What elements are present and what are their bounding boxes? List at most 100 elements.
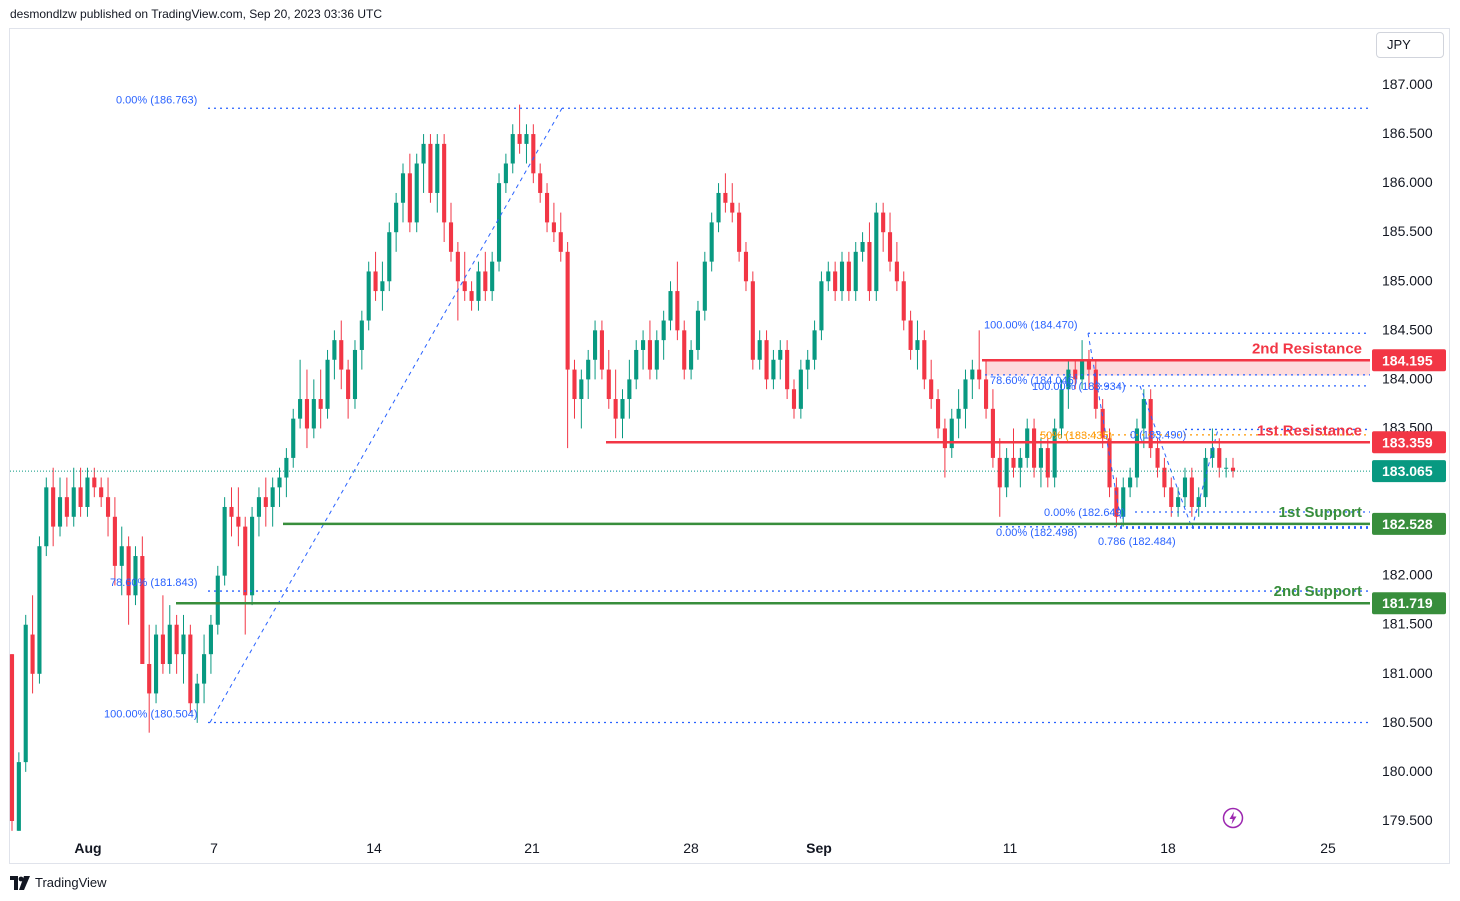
candle-body: [990, 408, 995, 458]
candle-body: [30, 634, 35, 674]
candle-body: [9, 654, 15, 821]
support-name-label: 1st Support: [1279, 504, 1362, 521]
candle-body: [92, 477, 97, 488]
candle-body: [668, 291, 673, 321]
candle-body: [627, 379, 632, 400]
candle-body: [887, 232, 893, 262]
fib-label: 100.00% (183.934): [1032, 381, 1126, 393]
candle-body: [188, 634, 193, 704]
candle-body: [1066, 369, 1071, 390]
candle-body: [208, 624, 213, 655]
y-tick-label: 184.500: [1382, 321, 1433, 337]
x-tick-label: 18: [1160, 840, 1176, 856]
candle-body: [1052, 428, 1057, 478]
candle-body: [119, 546, 124, 566]
y-tick-label: 186.000: [1382, 174, 1433, 190]
candle-body: [723, 192, 728, 203]
candle-body: [496, 183, 502, 262]
candle-body: [1162, 467, 1167, 488]
y-tick-label: 181.000: [1382, 665, 1433, 681]
footer-brand-text: TradingView: [35, 875, 107, 890]
candle-body: [346, 369, 351, 400]
candle-body: [949, 418, 954, 449]
candle-body: [1086, 359, 1092, 370]
candle-body: [394, 202, 399, 233]
candle-body: [874, 212, 879, 292]
candle-body: [661, 320, 666, 341]
candle-body: [785, 349, 790, 390]
candle-body: [654, 340, 659, 370]
candle-body: [284, 457, 289, 478]
candle-body: [277, 477, 282, 488]
candle-body: [153, 634, 159, 694]
candle-body: [1230, 467, 1236, 472]
fib-label: 78.60% (184.046): [990, 375, 1077, 387]
candle-body: [524, 134, 529, 144]
support-price-label: 182.528: [1382, 516, 1433, 532]
candle-body: [366, 271, 371, 321]
fib-label: 100.00% (180.504): [104, 708, 198, 720]
candle-body: [462, 281, 467, 292]
candle-body: [716, 192, 721, 223]
candle-body: [730, 202, 735, 213]
candle-body: [860, 242, 865, 252]
x-tick-label: 28: [683, 840, 699, 856]
candle-body: [942, 428, 947, 449]
candle-body: [1100, 408, 1105, 439]
resistance-zone: [985, 360, 1370, 376]
candle-body: [140, 556, 145, 664]
x-tick-label: 14: [366, 840, 382, 856]
fib-label: 0 (183.490): [1130, 429, 1186, 441]
candle-body: [572, 369, 577, 400]
candle-body: [476, 271, 481, 301]
candle-body: [737, 212, 742, 252]
candle-body: [846, 261, 851, 292]
candle-body: [538, 173, 543, 193]
candle-body: [771, 359, 776, 380]
candle-body: [250, 516, 255, 596]
candle-body: [1217, 448, 1222, 468]
candle-body: [126, 546, 131, 596]
lightning-icon[interactable]: [1222, 807, 1244, 829]
candle-body: [929, 379, 934, 400]
fib-label: 0.00% (182.498): [996, 527, 1077, 539]
footer-brand[interactable]: TradingView: [10, 875, 107, 890]
candle-body: [147, 663, 152, 694]
candle-body: [133, 556, 138, 596]
candle-body: [490, 261, 495, 292]
candle-body: [373, 271, 378, 292]
candle-body: [641, 340, 646, 350]
y-tick-label: 186.500: [1382, 125, 1433, 141]
candle-body: [304, 399, 310, 429]
candle-body: [695, 310, 701, 350]
candle-body: [565, 251, 570, 370]
candle-body: [400, 173, 406, 203]
publisher-caption: desmondlzw published on TradingView.com,…: [10, 7, 383, 21]
candle-body: [544, 192, 550, 223]
tradingview-logo-icon: [10, 875, 30, 890]
candle-body: [236, 516, 241, 527]
candle-body: [325, 359, 330, 409]
fib-label: 0.00% (186.763): [116, 94, 197, 106]
candle-body: [352, 349, 358, 400]
candle-body: [85, 477, 90, 507]
candle-body: [1141, 399, 1146, 429]
currency-button[interactable]: JPY: [1376, 32, 1444, 58]
candle-body: [1114, 487, 1119, 517]
fib-trend-line: [1139, 385, 1193, 529]
candle-body: [977, 369, 982, 380]
resistance-name-label: 2nd Resistance: [1252, 340, 1362, 357]
candle-body: [1155, 448, 1160, 468]
candle-body: [57, 497, 63, 527]
candle-body: [455, 251, 460, 282]
candle-body: [64, 497, 69, 517]
candle-body: [387, 232, 392, 282]
candle-body: [105, 497, 111, 517]
x-tick-label: 11: [1003, 840, 1018, 856]
candle-body: [291, 418, 296, 458]
candle-body: [709, 222, 714, 262]
candle-body: [1107, 438, 1112, 488]
candle-body: [174, 624, 179, 655]
y-tick-label: 182.000: [1382, 567, 1433, 583]
